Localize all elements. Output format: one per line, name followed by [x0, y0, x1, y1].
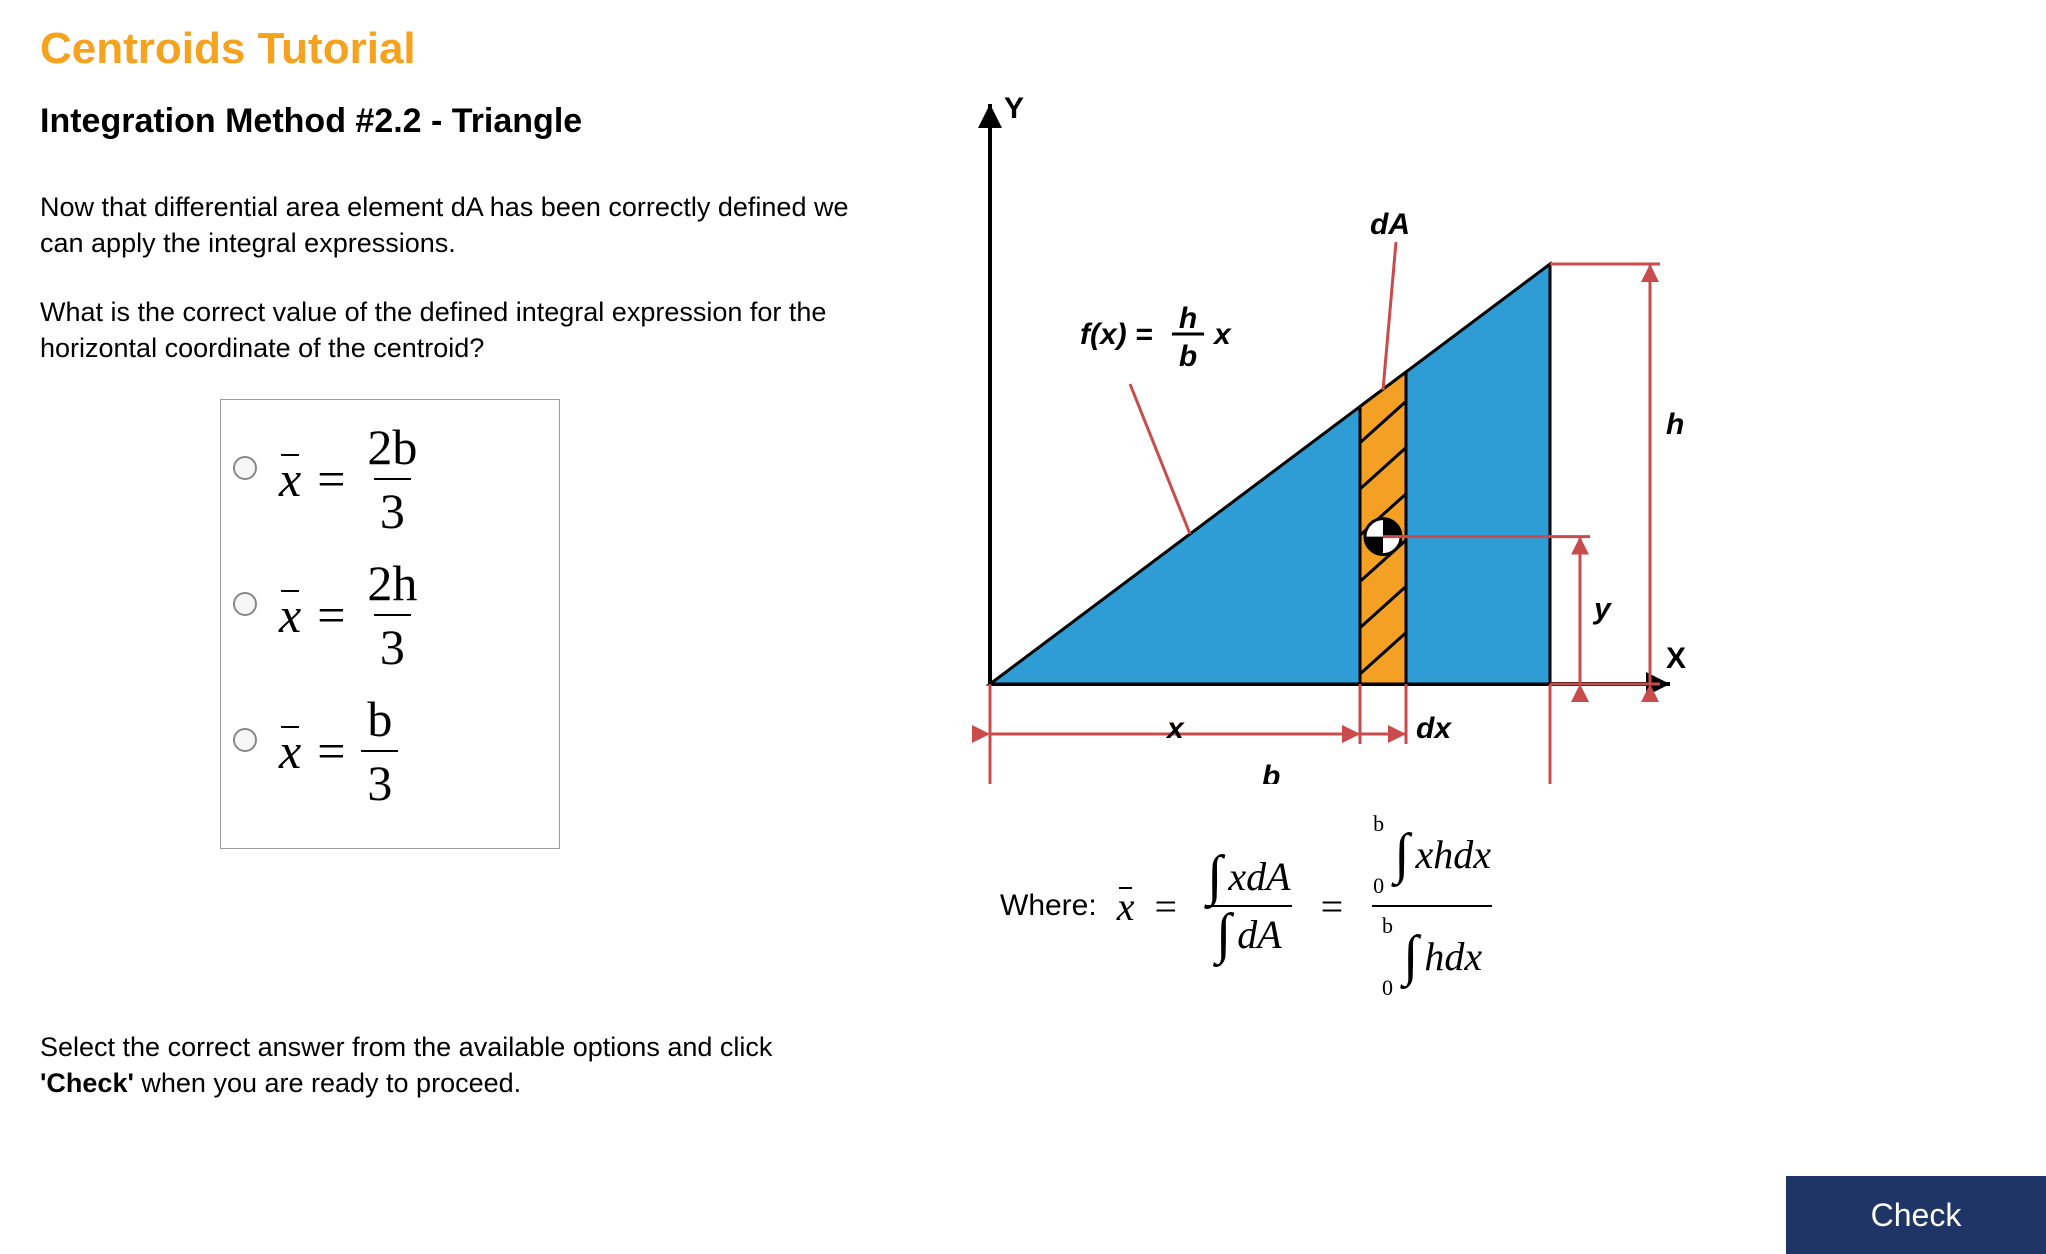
integral-sign-icon: ∫ [1207, 857, 1222, 896]
paragraph-1: Now that differential area element dA ha… [40, 189, 870, 262]
lower-limit: 0 [1373, 875, 1384, 897]
equals-sign: = [1321, 883, 1344, 930]
integrand: dA [1237, 915, 1281, 955]
svg-text:b: b [1262, 760, 1280, 784]
equals-sign: = [317, 450, 345, 508]
svg-text:x: x [1212, 318, 1232, 351]
right-column: YXf(x) = hb xdAxdxbyh Where: x = ∫ xdA ∫… [900, 24, 2006, 1102]
denominator: 3 [374, 614, 411, 672]
integral-sign-icon: ∫ [1394, 835, 1409, 874]
instruction-pre: Select the correct answer from the avail… [40, 1032, 772, 1062]
svg-text:h: h [1666, 408, 1684, 441]
option-row: x = b 3 [233, 694, 541, 808]
numerator: 2h [361, 558, 423, 614]
equation-option-1: x = 2b 3 [279, 422, 423, 536]
equation-option-3: x = b 3 [279, 694, 398, 808]
option-row: x = 2b 3 [233, 422, 541, 536]
radio-option-1[interactable] [233, 456, 257, 480]
xbar-symbol: x [279, 586, 301, 644]
integral-numerator: b 0 ∫ xhdx [1363, 809, 1501, 905]
integral-limits: b 0 [1382, 915, 1393, 999]
denominator: 3 [374, 478, 411, 536]
integral-limits: b 0 [1373, 813, 1384, 897]
equals-sign: = [317, 586, 345, 644]
numerator: b [361, 694, 398, 750]
page-title: Centroids Tutorial [40, 24, 870, 74]
where-label: Where: [1000, 889, 1097, 923]
where-equation: Where: x = ∫ xdA ∫ dA = b 0 [920, 809, 2006, 1003]
instruction-text: Select the correct answer from the avail… [40, 1029, 870, 1102]
radio-option-2[interactable] [233, 592, 257, 616]
integral-denominator: b 0 ∫ hdx [1372, 905, 1492, 1003]
svg-text:h: h [1179, 302, 1197, 335]
diagram-svg: YXf(x) = hb xdAxdxbyh [920, 64, 1700, 784]
svg-text:X: X [1666, 642, 1686, 675]
svg-text:y: y [1592, 592, 1612, 625]
equals-sign: = [1154, 883, 1177, 930]
fraction: 2h 3 [361, 558, 423, 672]
integrand: xhdx [1415, 835, 1491, 875]
option-row: x = 2h 3 [233, 558, 541, 672]
integral-numerator: ∫ xdA [1197, 853, 1301, 905]
equals-sign: = [317, 722, 345, 780]
integral-denominator: ∫ dA [1206, 905, 1292, 959]
radio-option-3[interactable] [233, 728, 257, 752]
upper-limit: b [1382, 915, 1393, 937]
integral-sign-icon: ∫ [1403, 937, 1418, 976]
integral-sign-icon: ∫ [1216, 915, 1231, 954]
xbar-symbol: x [1117, 883, 1135, 930]
svg-text:b: b [1179, 340, 1197, 373]
instruction-bold: 'Check' [40, 1068, 134, 1098]
check-button[interactable]: Check [1786, 1176, 2046, 1254]
integrand: hdx [1424, 937, 1482, 977]
left-column: Centroids Tutorial Integration Method #2… [40, 24, 900, 1102]
paragraph-2: What is the correct value of the defined… [40, 294, 870, 367]
svg-text:f(x) =: f(x) = [1080, 318, 1153, 351]
svg-text:Y: Y [1004, 92, 1024, 125]
triangle-diagram: YXf(x) = hb xdAxdxbyh [920, 64, 1700, 789]
xbar-symbol: x [279, 722, 301, 780]
integral-fraction-2: b 0 ∫ xhdx b 0 ∫ hdx [1363, 809, 1501, 1003]
integral-fraction-1: ∫ xdA ∫ dA [1197, 853, 1301, 959]
options-box: x = 2b 3 x = 2h 3 [220, 399, 560, 849]
instruction-post: when you are ready to proceed. [134, 1068, 521, 1098]
denominator: 3 [361, 750, 398, 808]
xbar-symbol: x [279, 450, 301, 508]
svg-text:dA: dA [1370, 208, 1410, 241]
svg-text:dx: dx [1416, 712, 1452, 745]
lower-limit: 0 [1382, 977, 1393, 999]
page-subtitle: Integration Method #2.2 - Triangle [40, 102, 870, 141]
fraction: 2b 3 [361, 422, 423, 536]
equation-option-2: x = 2h 3 [279, 558, 423, 672]
integrand: xdA [1228, 857, 1290, 897]
numerator: 2b [361, 422, 423, 478]
fraction: b 3 [361, 694, 398, 808]
svg-text:x: x [1165, 712, 1185, 745]
page-root: Centroids Tutorial Integration Method #2… [0, 0, 2046, 1126]
upper-limit: b [1373, 813, 1384, 835]
